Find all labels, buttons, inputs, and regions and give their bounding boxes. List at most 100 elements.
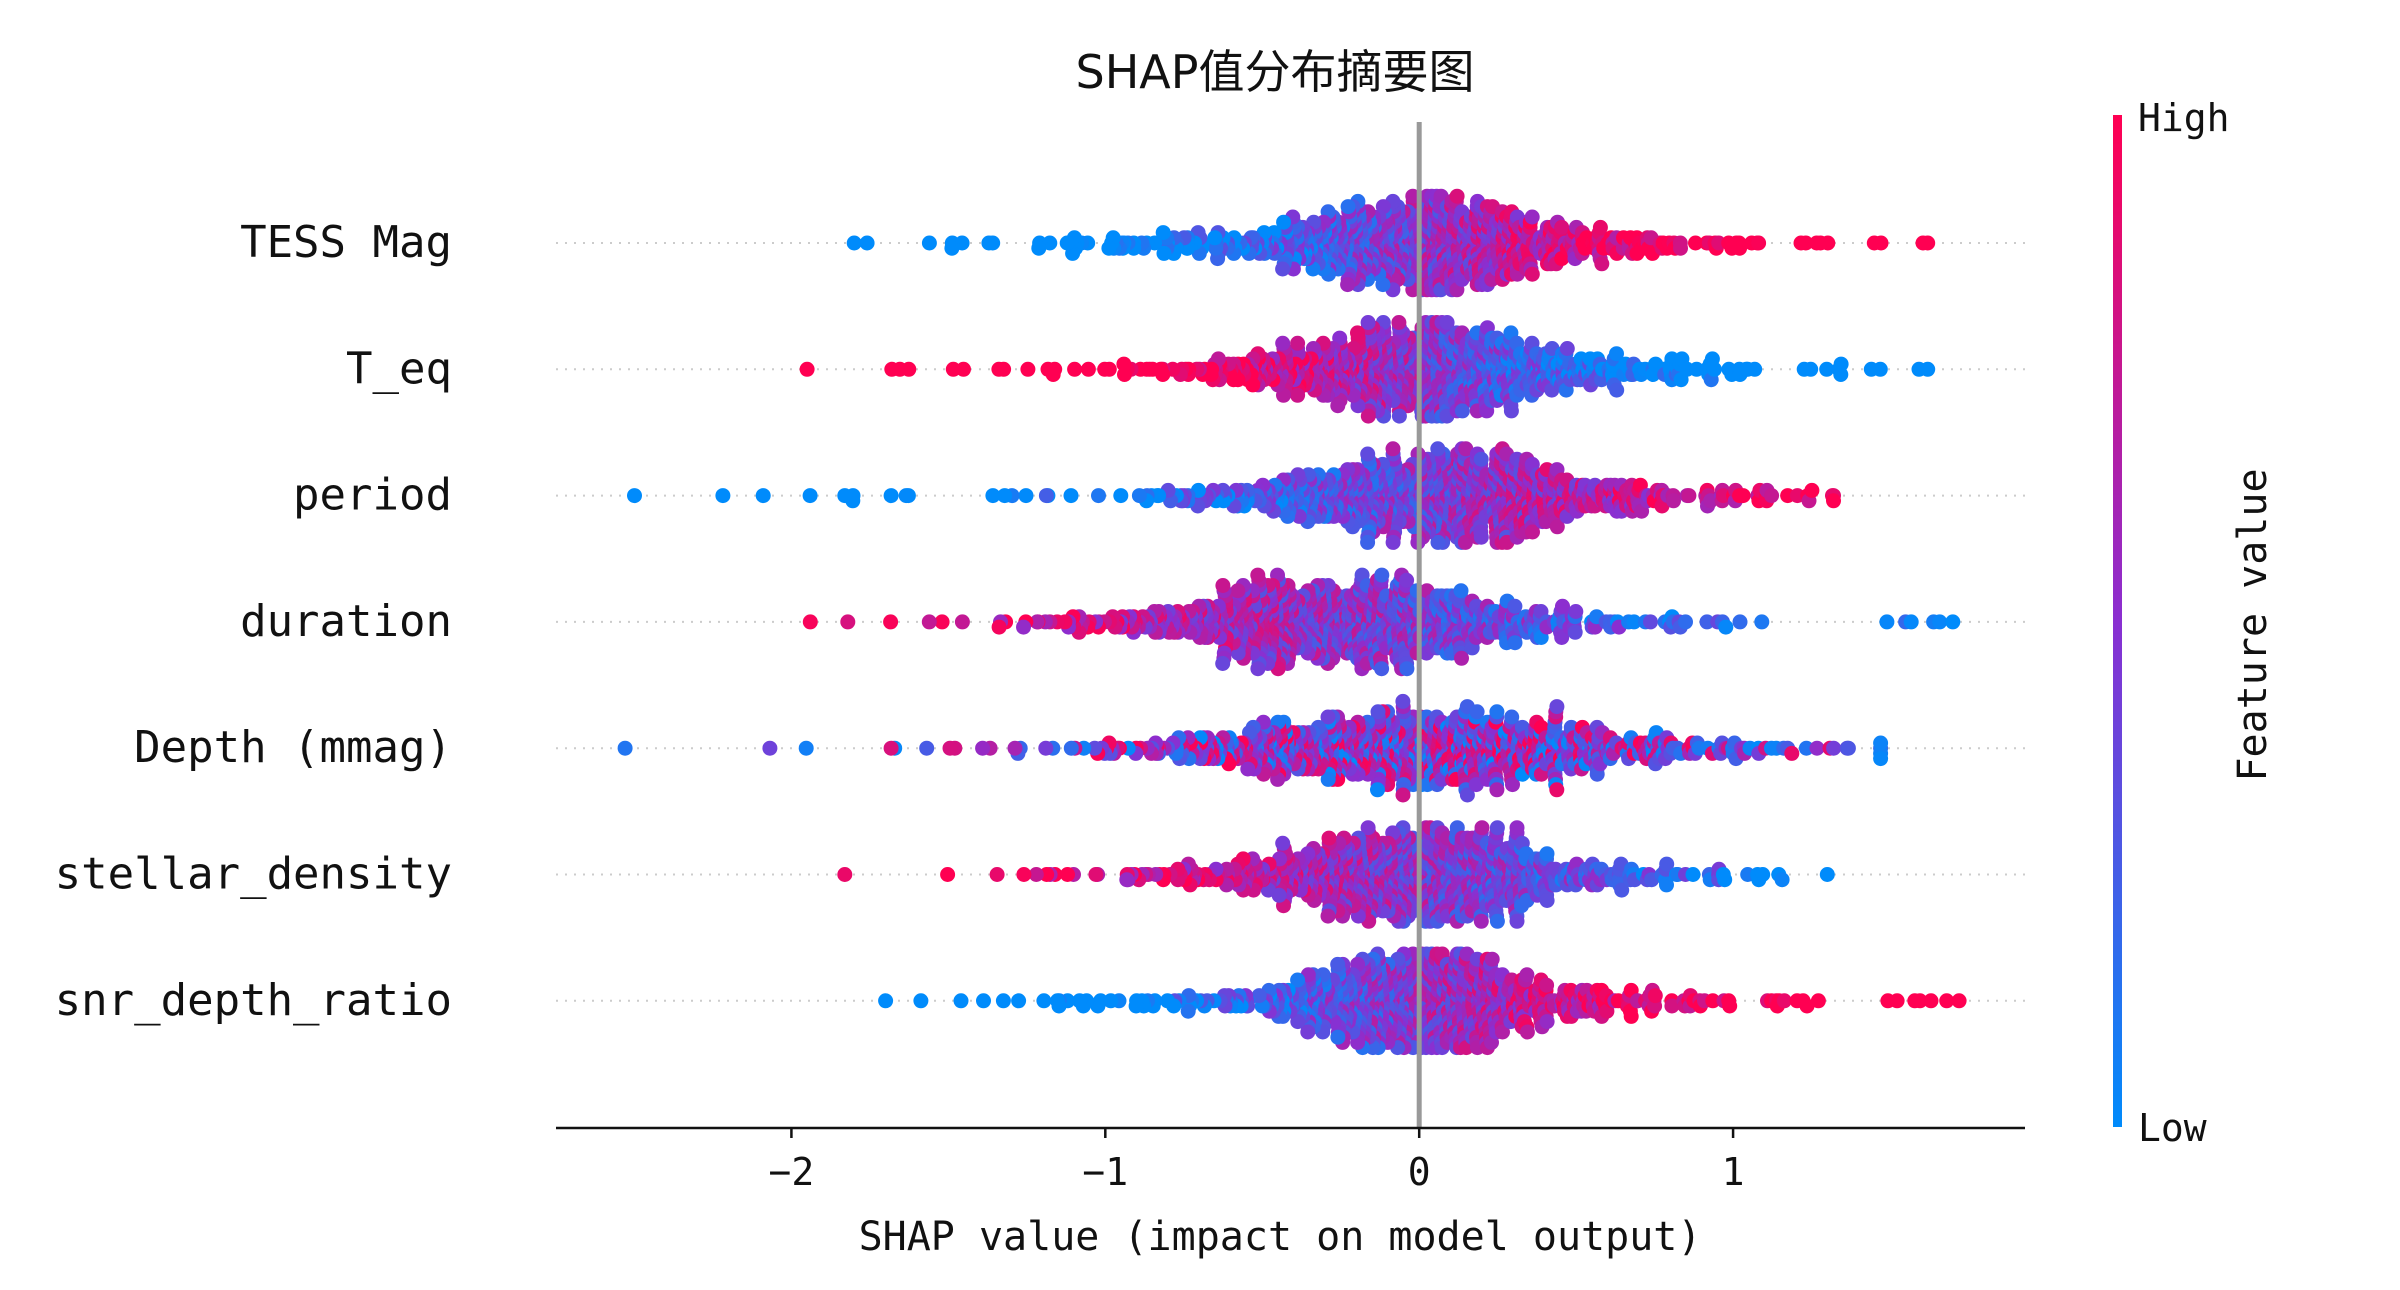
shap-point [1391,315,1407,330]
shap-point [1215,656,1231,671]
shap-point [991,619,1007,635]
shap-point [1559,341,1575,356]
shap-point [1385,441,1401,457]
shap-point [1554,219,1570,235]
shap-point [1340,277,1356,293]
shap-point [1040,361,1056,377]
shap-point [1275,261,1291,277]
shap-point [617,740,633,756]
shap-point [1920,361,1936,377]
shap-point [1903,614,1919,630]
shap-points [617,188,1967,1056]
shap-point [1290,387,1306,403]
shap-point [1751,235,1767,251]
shap-point [1207,230,1223,246]
shap-point [840,614,856,630]
shap-point [1473,451,1489,467]
shap-point [715,488,731,504]
shap-point [1385,534,1401,550]
shap-point [1503,403,1519,419]
shap-point [1567,624,1583,640]
shap-point [1594,256,1610,272]
shap-point [1688,235,1703,251]
shap-point [1732,240,1748,256]
shap-point [1439,315,1455,330]
shap-point [1395,693,1411,709]
shap-point [1784,745,1800,761]
shap-point [1718,619,1734,635]
shap-point [954,614,970,630]
shap-point [1038,740,1054,756]
shap-point [919,740,935,756]
shap-point [1395,787,1411,803]
shap-point [1449,188,1465,204]
shap-point [1391,408,1407,424]
shap-point [1275,335,1291,351]
shap-point [1873,235,1889,251]
shap-point [1018,488,1034,504]
shap-point [1524,209,1540,225]
shap-point [1609,382,1625,398]
shap-point [762,740,778,756]
shap-point [1067,361,1083,377]
shap-point [883,488,899,504]
shap-point [975,740,991,756]
shap-point [1007,740,1023,756]
shap-point [1101,240,1117,256]
shap-point [1091,488,1106,504]
shap-point [1370,782,1385,798]
shap-point [798,740,814,756]
shap-point [1489,704,1505,720]
shap-point [985,488,1001,504]
shap-point [1399,661,1415,677]
shap-point [1732,614,1748,630]
shap-point [1350,325,1365,341]
shap-point [1405,188,1421,204]
shap-point [1155,225,1171,241]
shap-point [883,740,899,756]
shap-point [1276,214,1292,230]
shap-point [1507,598,1523,614]
shap-point [1549,782,1565,798]
shap-point [898,488,914,504]
shap-point [802,614,818,630]
shap-point [945,361,961,377]
shap-point [1374,567,1390,583]
shap-point [1116,356,1132,372]
shap-point [627,488,642,504]
shap-point [921,614,937,630]
shap-point [991,361,1007,377]
shap-point [1250,661,1266,677]
shap-point [837,488,853,504]
shap-point [1507,635,1523,651]
shap-point [1063,488,1079,504]
shap-point [1290,335,1306,351]
shap-point [1340,199,1356,215]
shap-point [1826,493,1841,509]
shap-point [859,235,875,251]
shap-point [1489,782,1505,798]
shap-point [1673,240,1688,256]
shap-point [1131,488,1147,504]
shap-point [1820,235,1836,251]
shap-point [884,361,900,377]
shap-point [1059,235,1075,251]
shap-point [1473,913,1489,929]
shap-point [934,614,950,630]
shap-point [1735,488,1751,504]
shap-point [1474,820,1490,836]
shap-point [1568,604,1584,619]
shap-point [1489,820,1505,836]
shap-point [1489,913,1505,929]
shap-point [1920,235,1936,251]
shap-point [846,235,862,251]
shap-point [799,361,815,377]
shap-point [1080,361,1096,377]
shap-point [1020,361,1036,377]
shap-point [1678,614,1693,630]
shap-point [921,235,937,251]
shap-point [1681,488,1697,504]
shap-point [1833,356,1849,372]
shap-point [1031,240,1047,256]
